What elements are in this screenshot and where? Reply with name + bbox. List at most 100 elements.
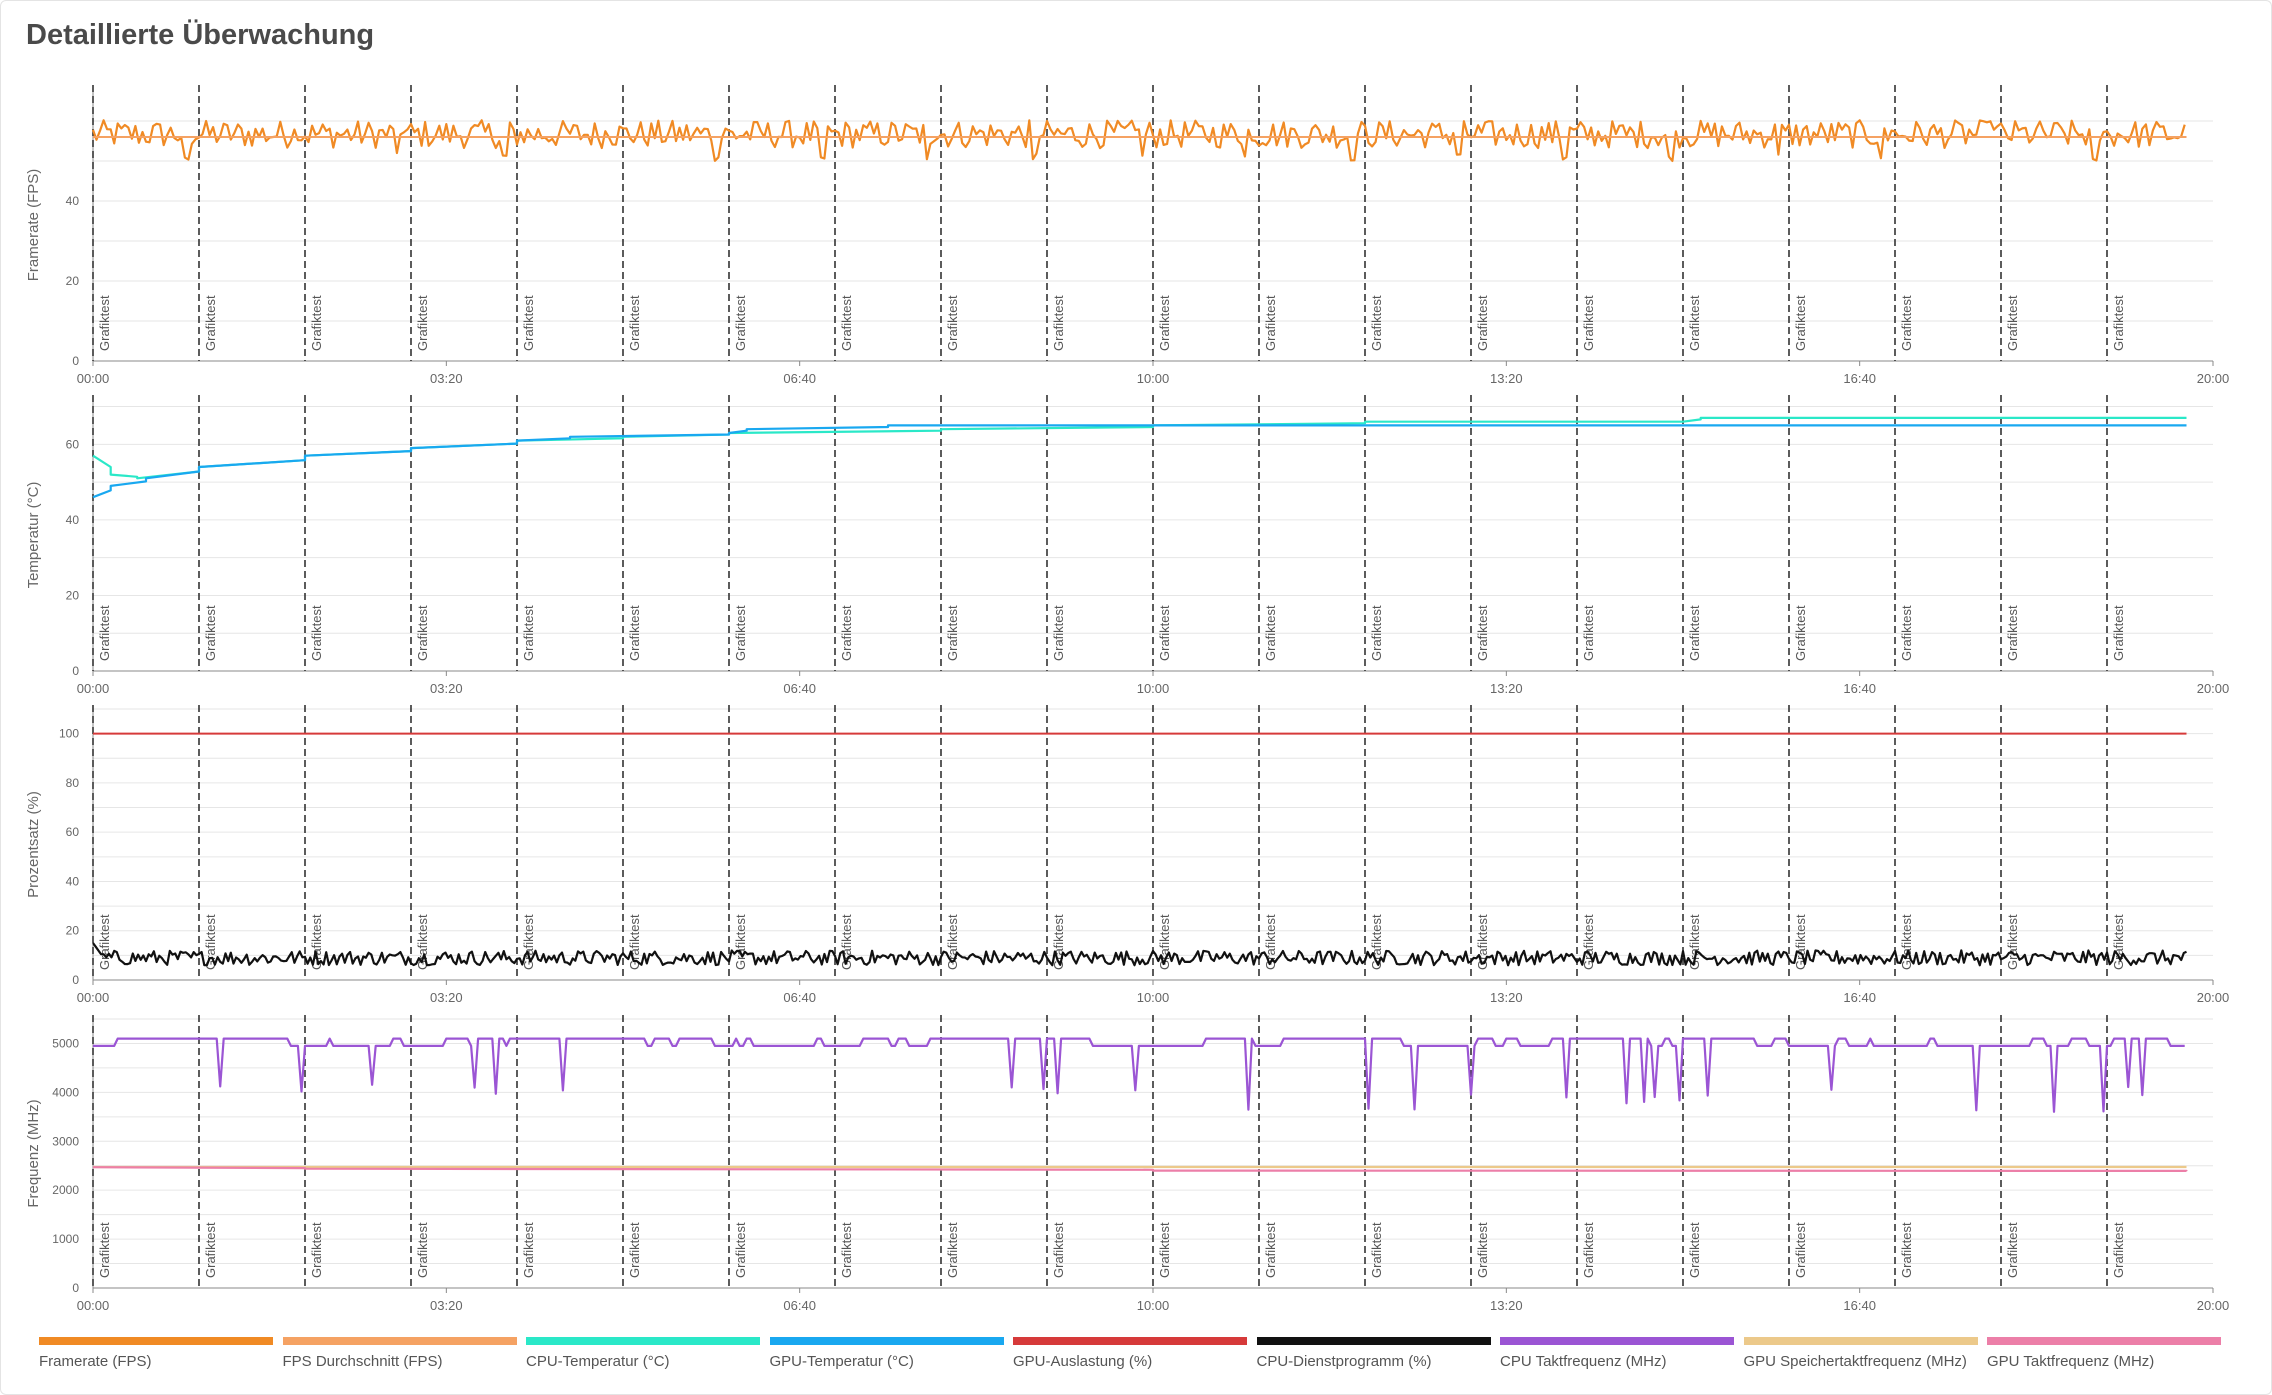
legend-swatch	[282, 1337, 517, 1345]
event-marker-label: Grafiktest	[1051, 1222, 1066, 1278]
x-tick-label: 06:40	[783, 681, 816, 696]
event-marker-label: Grafiktest	[733, 295, 748, 351]
event-marker-label: Grafiktest	[1051, 295, 1066, 351]
series-line-cpu_util	[92, 942, 2187, 967]
event-marker-label: Grafiktest	[97, 605, 112, 661]
x-tick-label: 03:20	[430, 681, 463, 696]
x-tick-label: 16:40	[1843, 990, 1876, 1005]
x-tick-label: 16:40	[1843, 1298, 1876, 1313]
x-tick-label: 20:00	[2197, 990, 2230, 1005]
x-tick-label: 13:20	[1490, 1298, 1523, 1313]
event-marker-label: Grafiktest	[521, 605, 536, 661]
y-tick-label: 4000	[52, 1085, 79, 1099]
y-tick-label: 20	[66, 274, 80, 288]
legend-swatch	[1987, 1337, 2221, 1345]
y-tick-label: 20	[66, 588, 80, 602]
event-marker-label: Grafiktest	[839, 295, 854, 351]
y-tick-label: 40	[66, 874, 80, 888]
x-tick-label: 00:00	[77, 1298, 110, 1313]
x-tick-label: 20:00	[2197, 1298, 2230, 1313]
event-marker-label: Grafiktest	[2111, 605, 2126, 661]
y-tick-label: 80	[66, 776, 80, 790]
series-line-fps	[91, 119, 2186, 162]
x-tick-label: 16:40	[1843, 371, 1876, 386]
event-marker-label: Grafiktest	[1369, 295, 1384, 351]
event-marker-label: Grafiktest	[2111, 1222, 2126, 1278]
event-marker-label: Grafiktest	[521, 1222, 536, 1278]
y-axis-label: Prozentsatz (%)	[25, 791, 42, 898]
event-marker-label: Grafiktest	[945, 1222, 960, 1278]
event-marker-label: Grafiktest	[2005, 295, 2020, 351]
legend-item-gpu_clock[interactable]: GPU Taktfrequenz (MHz)	[1987, 1337, 2221, 1370]
event-marker-label: Grafiktest	[1157, 605, 1172, 661]
event-marker-label: Grafiktest	[627, 605, 642, 661]
legend-swatch	[526, 1337, 760, 1345]
x-tick-label: 13:20	[1490, 990, 1523, 1005]
x-tick-label: 20:00	[2197, 681, 2230, 696]
y-tick-label: 3000	[52, 1134, 79, 1148]
event-marker-label: Grafiktest	[1369, 605, 1384, 661]
x-tick-label: 10:00	[1137, 1298, 1170, 1313]
event-marker-label: Grafiktest	[1369, 914, 1384, 970]
event-marker-label: Grafiktest	[415, 605, 430, 661]
legend-swatch	[1743, 1337, 1978, 1345]
y-tick-label: 40	[66, 513, 80, 527]
event-marker-label: Grafiktest	[1369, 1222, 1384, 1278]
event-marker-label: Grafiktest	[2005, 1222, 2020, 1278]
legend-item-cpu_util[interactable]: CPU-Dienstprogramm (%)	[1256, 1337, 1491, 1370]
y-axis-label: Framerate (FPS)	[25, 169, 42, 282]
legend-item-cpu_temp[interactable]: CPU-Temperatur (°C)	[526, 1337, 760, 1370]
event-marker-label: Grafiktest	[1263, 605, 1278, 661]
event-marker-label: Grafiktest	[1475, 1222, 1490, 1278]
event-marker-label: Grafiktest	[1263, 1222, 1278, 1278]
x-tick-label: 03:20	[430, 990, 463, 1005]
legend-item-fps[interactable]: Framerate (FPS)	[39, 1337, 273, 1370]
event-marker-label: Grafiktest	[1793, 1222, 1808, 1278]
legend-item-gpu_temp[interactable]: GPU-Temperatur (°C)	[769, 1337, 1004, 1370]
y-tick-label: 5000	[52, 1036, 79, 1050]
legend-label: CPU-Temperatur (°C)	[526, 1353, 670, 1370]
y-tick-label: 40	[66, 194, 80, 208]
page-title: Detaillierte Überwachung	[26, 19, 375, 51]
legend-swatch	[1013, 1337, 1247, 1345]
legend-swatch	[1500, 1337, 1734, 1345]
event-marker-label: Grafiktest	[1793, 605, 1808, 661]
event-marker-label: Grafiktest	[1687, 914, 1702, 970]
chart-legend: Framerate (FPS) FPS Durchschnitt (FPS) CPU…	[39, 1337, 2239, 1387]
legend-item-cpu_clock[interactable]: CPU Taktfrequenz (MHz)	[1500, 1337, 1734, 1370]
legend-item-gpu_util[interactable]: GPU-Auslastung (%)	[1013, 1337, 1247, 1370]
event-marker-label: Grafiktest	[309, 1222, 324, 1278]
event-marker-label: Grafiktest	[521, 295, 536, 351]
legend-label: CPU-Dienstprogramm (%)	[1256, 1353, 1432, 1370]
legend-item-fps_avg[interactable]: FPS Durchschnitt (FPS)	[282, 1337, 517, 1370]
event-marker-label: Grafiktest	[1899, 1222, 1914, 1278]
legend-label: FPS Durchschnitt (FPS)	[282, 1353, 443, 1370]
event-marker-label: Grafiktest	[309, 605, 324, 661]
series-line-gpu_temp	[92, 424, 2187, 499]
series-line-cpu_clock	[93, 1037, 2185, 1113]
y-tick-label: 20	[66, 924, 80, 938]
event-marker-label: Grafiktest	[839, 1222, 854, 1278]
event-marker-label: Grafiktest	[1157, 295, 1172, 351]
legend-label: GPU-Temperatur (°C)	[769, 1353, 914, 1370]
event-marker-label: Grafiktest	[627, 295, 642, 351]
event-marker-label: Grafiktest	[1051, 605, 1066, 661]
event-marker-label: Grafiktest	[97, 1222, 112, 1278]
y-tick-label: 2000	[52, 1183, 79, 1197]
legend-label: GPU Taktfrequenz (MHz)	[1987, 1353, 2155, 1370]
legend-swatch	[769, 1337, 1004, 1345]
x-tick-label: 03:20	[430, 371, 463, 386]
event-marker-label: Grafiktest	[1687, 605, 1702, 661]
event-marker-label: Grafiktest	[1581, 605, 1596, 661]
event-marker-label: Grafiktest	[627, 914, 642, 970]
event-marker-label: Grafiktest	[2005, 914, 2020, 970]
legend-item-gpu_mem_clock[interactable]: GPU Speichertaktfrequenz (MHz)	[1743, 1337, 1978, 1370]
x-tick-label: 06:40	[783, 1298, 816, 1313]
event-marker-label: Grafiktest	[1687, 295, 1702, 351]
legend-label: GPU Speichertaktfrequenz (MHz)	[1743, 1353, 1967, 1370]
event-marker-label: Grafiktest	[2111, 295, 2126, 351]
event-marker-label: Grafiktest	[1793, 295, 1808, 351]
event-marker-label: Grafiktest	[1687, 1222, 1702, 1278]
y-tick-label: 1000	[52, 1232, 79, 1246]
event-marker-label: Grafiktest	[415, 295, 430, 351]
